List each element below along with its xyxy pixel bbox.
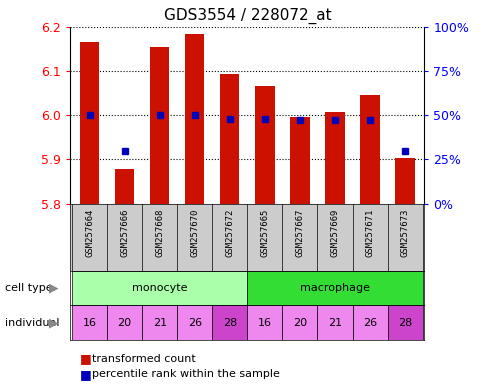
Bar [107, 305, 142, 340]
Text: GSM257671: GSM257671 [365, 209, 374, 257]
Text: individual: individual [5, 318, 59, 328]
Bar [387, 305, 422, 340]
Text: ▶: ▶ [48, 281, 58, 295]
Bar [290, 116, 309, 204]
Text: monocyte: monocyte [132, 283, 187, 293]
Text: 20: 20 [292, 318, 306, 328]
Text: 21: 21 [152, 318, 166, 328]
Text: macrophage: macrophage [300, 283, 369, 293]
Bar [115, 169, 134, 204]
Text: 26: 26 [362, 318, 377, 328]
Bar [255, 86, 274, 204]
Text: 20: 20 [117, 318, 132, 328]
Bar [247, 305, 282, 340]
Text: GSM257670: GSM257670 [190, 209, 199, 257]
Text: 21: 21 [327, 318, 341, 328]
Bar [220, 74, 239, 204]
Bar [72, 271, 247, 305]
Text: 28: 28 [222, 318, 237, 328]
Title: GDS3554 / 228072_at: GDS3554 / 228072_at [163, 8, 331, 24]
Bar [360, 95, 379, 204]
Text: GSM257667: GSM257667 [295, 209, 304, 257]
Bar [282, 305, 317, 340]
Bar [352, 305, 387, 340]
Text: GSM257672: GSM257672 [225, 209, 234, 257]
Text: ■: ■ [80, 368, 95, 381]
Text: GSM257666: GSM257666 [120, 209, 129, 257]
Bar [185, 33, 204, 204]
Bar [247, 271, 422, 305]
Text: GSM257668: GSM257668 [155, 209, 164, 257]
Bar [142, 305, 177, 340]
Text: GSM257669: GSM257669 [330, 209, 339, 257]
Bar [212, 305, 247, 340]
Text: 28: 28 [397, 318, 411, 328]
Bar [80, 42, 99, 204]
Bar [394, 159, 414, 204]
Text: 16: 16 [82, 318, 96, 328]
Bar [72, 305, 107, 340]
Text: percentile rank within the sample: percentile rank within the sample [92, 369, 279, 379]
Text: GSM257665: GSM257665 [260, 209, 269, 257]
Bar [177, 305, 212, 340]
Text: 26: 26 [187, 318, 201, 328]
Text: GSM257673: GSM257673 [400, 209, 409, 257]
Bar [317, 305, 352, 340]
Bar [150, 47, 169, 204]
Text: cell type: cell type [5, 283, 52, 293]
Bar [325, 112, 344, 204]
Text: ▶: ▶ [48, 316, 58, 329]
Text: ■: ■ [80, 353, 95, 366]
Text: 16: 16 [257, 318, 272, 328]
Text: transformed count: transformed count [92, 354, 196, 364]
Text: GSM257664: GSM257664 [85, 209, 94, 257]
